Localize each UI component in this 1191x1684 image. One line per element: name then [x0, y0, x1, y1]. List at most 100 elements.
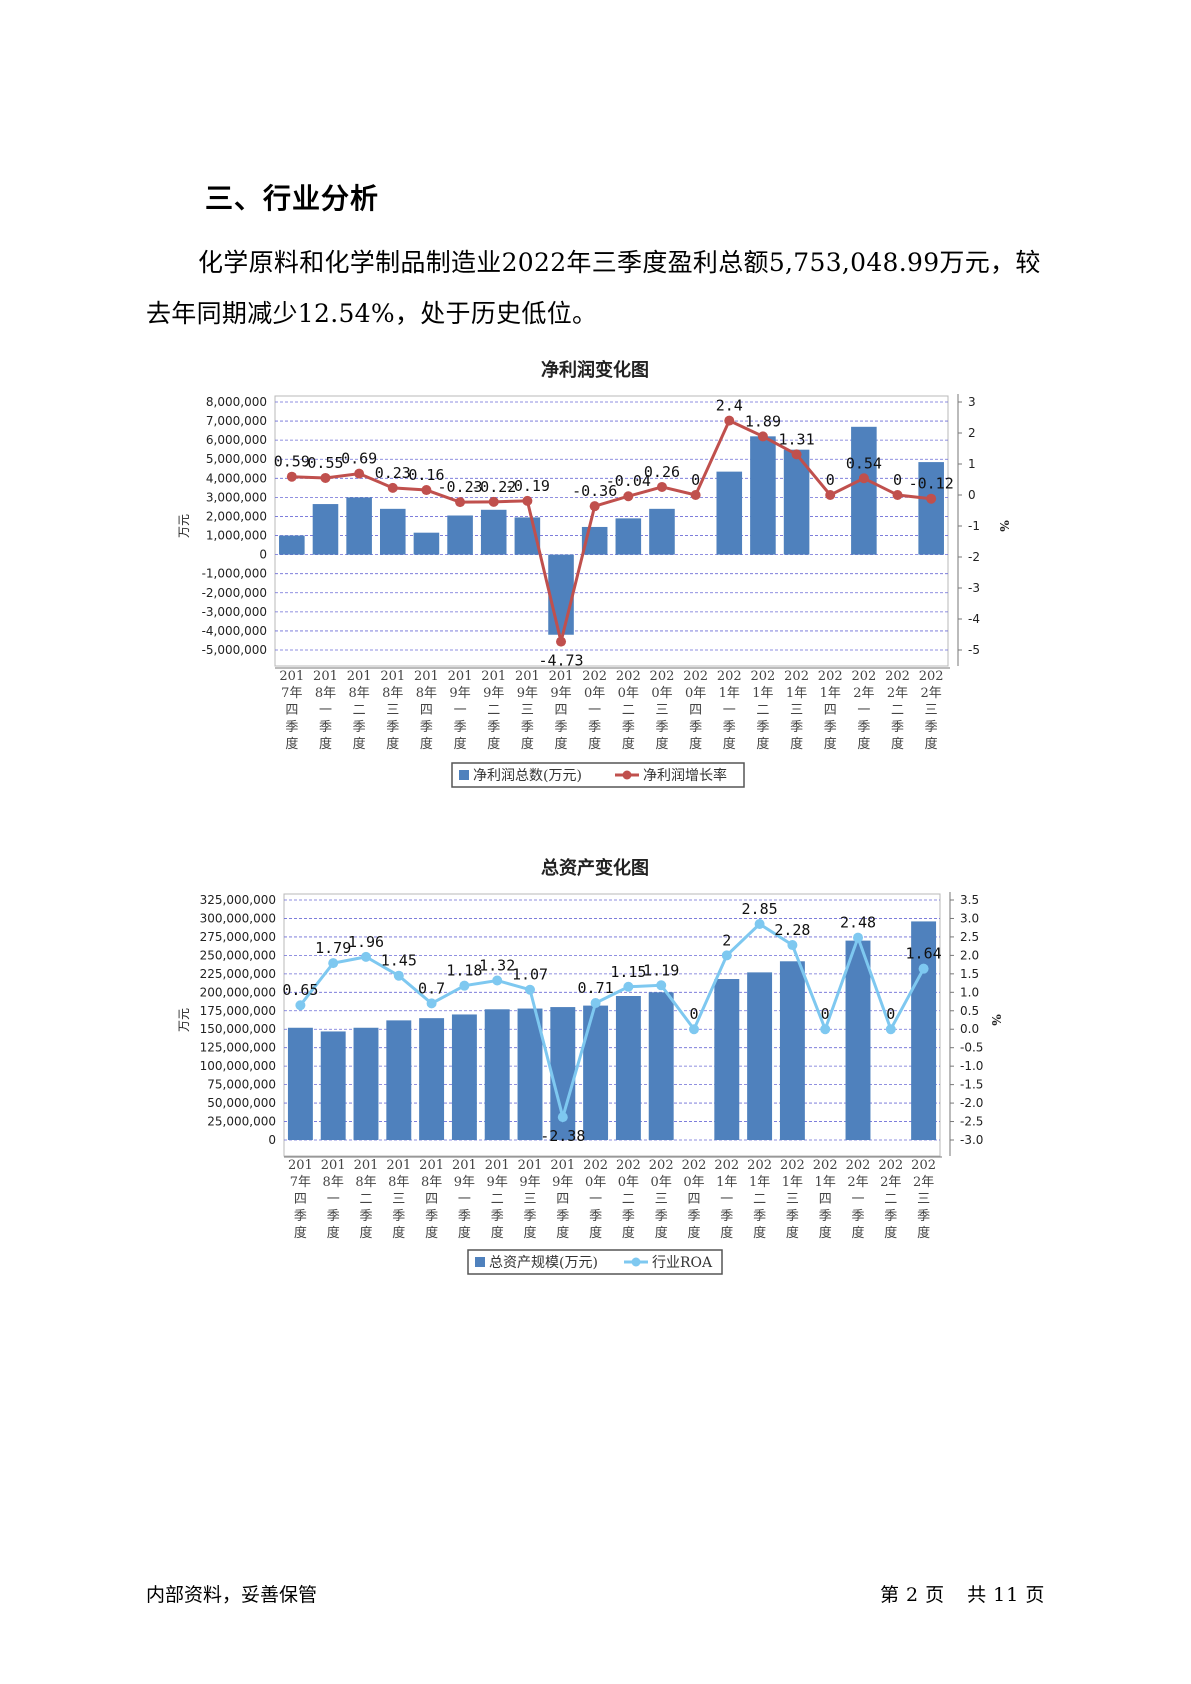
net-profit-x-tick: 0年 — [651, 686, 672, 701]
total-assets-x-tick: 度 — [327, 1225, 340, 1241]
net-profit-x-tick: 季 — [588, 720, 601, 735]
net-profit-x-tick: 季 — [857, 720, 870, 735]
total-assets-x-tick: 202 — [682, 1158, 707, 1173]
net-profit-y2-tick: 3 — [968, 395, 976, 409]
total-assets-x-tick: 202 — [846, 1158, 871, 1173]
total-assets-x-tick: 季 — [851, 1209, 864, 1224]
net-profit-y-tick: -1,000,000 — [202, 567, 267, 581]
net-profit-x-tick: 度 — [790, 736, 803, 752]
net-profit-x-tick: 0年 — [685, 686, 706, 701]
total-assets-x-tick: 季 — [720, 1209, 733, 1224]
net-profit-x-tick: 四 — [689, 703, 702, 718]
total-assets-x-tick: 季 — [687, 1209, 700, 1224]
net-profit-y-tick: 6,000,000 — [206, 433, 267, 447]
net-profit-x-tick: 201 — [481, 669, 506, 684]
net-profit-bar — [346, 497, 372, 555]
net-profit-y2-tick: -5 — [968, 643, 980, 657]
total-assets-y2-tick: 0.5 — [960, 1004, 979, 1018]
net-profit-bar — [279, 535, 305, 555]
total-assets-y2-tick: 1.0 — [960, 985, 979, 999]
net-profit-point — [757, 431, 768, 442]
net-profit-chart-svg: 净利润变化图 8,000,000 7,000,000 6,000,000 5,000,0… — [177, 359, 1011, 788]
total-assets-x-tick: 四 — [425, 1192, 438, 1207]
total-assets-point — [623, 981, 634, 992]
net-profit-bar — [615, 518, 642, 555]
total-assets-x-tick: 度 — [622, 1225, 635, 1241]
total-assets-ylabel: 万元 — [177, 1008, 191, 1032]
total-assets-y-tick: 75,000,000 — [207, 1078, 276, 1092]
total-assets-bar — [615, 996, 641, 1140]
total-assets-point — [754, 919, 765, 929]
total-assets-x-tick: 季 — [392, 1209, 405, 1224]
net-profit-x-tick: 三 — [386, 703, 399, 718]
net-profit-x-tick: 201 — [380, 669, 405, 684]
net-profit-x-tick: 三 — [925, 703, 938, 718]
total-assets-x-tick: 1年 — [782, 1175, 803, 1190]
total-assets-legend-label-line: 行业ROA — [652, 1255, 713, 1271]
net-profit-x-tick: 季 — [790, 720, 803, 735]
total-assets-y2-tick: 3.5 — [960, 893, 979, 907]
net-profit-x-tick: 201 — [279, 669, 304, 684]
total-assets-data-label: -2.38 — [540, 1127, 585, 1145]
total-assets-x-tick: 201 — [485, 1158, 510, 1173]
total-assets-point — [656, 980, 667, 991]
total-assets-x-tick: 三 — [523, 1192, 536, 1207]
total-assets-y2label: % — [989, 1014, 1003, 1026]
net-profit-y-tick: -3,000,000 — [202, 605, 267, 619]
net-profit-x-tick: 201 — [414, 669, 439, 684]
total-assets-bar — [386, 1020, 412, 1140]
total-assets-point — [689, 1024, 699, 1035]
total-assets-y2-tick: 2.5 — [960, 930, 979, 944]
net-profit-x-tick: 8年 — [382, 686, 403, 701]
total-assets-x-tick: 二 — [884, 1192, 897, 1207]
net-profit-bar — [480, 509, 507, 555]
net-profit-x-tick: 二 — [353, 703, 366, 718]
total-assets-x-tick: 8年 — [323, 1175, 344, 1190]
net-profit-x-tick: 201 — [347, 669, 372, 684]
total-assets-x-tick: 0年 — [585, 1175, 606, 1190]
net-profit-x-tick: 度 — [925, 736, 938, 752]
net-profit-x-tick: 度 — [622, 736, 635, 752]
net-profit-x-tick: 9年 — [483, 686, 504, 701]
total-assets-bar — [911, 921, 937, 1140]
total-assets-data-label: 1.32 — [479, 956, 515, 974]
total-assets-x-tick: 202 — [616, 1158, 641, 1173]
total-assets-x-tick: 9年 — [454, 1175, 475, 1190]
net-profit-x-tick: 202 — [717, 669, 742, 684]
summary-text: 化学原料和化学制品制造业2022年三季度盈利总额5,753,048.99万元，较… — [146, 248, 1041, 328]
net-profit-x-tick: 季 — [891, 720, 904, 735]
total-assets-point — [853, 932, 863, 943]
total-assets-data-label: 0.65 — [282, 981, 318, 999]
total-assets-x-tick: 1年 — [815, 1175, 836, 1190]
net-profit-x-tick: 季 — [756, 720, 769, 735]
total-assets-data-label: 1.79 — [315, 939, 351, 957]
total-assets-x-tick: 2年 — [913, 1175, 934, 1190]
total-assets-point — [787, 940, 798, 951]
total-assets-y-tick: 0 — [268, 1133, 276, 1147]
net-profit-point — [791, 449, 802, 460]
total-assets-x-tick: 季 — [556, 1209, 569, 1224]
net-profit-x-tick: 201 — [448, 669, 473, 684]
total-assets-bar — [419, 1018, 445, 1140]
total-assets-point — [492, 975, 503, 986]
total-assets-x-tick: 0年 — [683, 1175, 704, 1190]
total-assets-data-label: 1.07 — [512, 966, 548, 984]
total-assets-y2-tick: -1.0 — [960, 1059, 983, 1073]
total-assets-y-tick: 125,000,000 — [200, 1041, 276, 1055]
net-profit-bar — [649, 508, 675, 555]
total-assets-x-tick: 1年 — [716, 1175, 737, 1190]
net-profit-data-label: -0.19 — [505, 477, 550, 495]
total-assets-data-label: 1.45 — [381, 952, 417, 970]
net-profit-y-tick: 0 — [259, 548, 267, 562]
total-assets-x-tick: 202 — [649, 1158, 674, 1173]
total-assets-data-label: 1.19 — [643, 961, 679, 979]
total-assets-x-tick: 201 — [550, 1158, 575, 1173]
net-profit-x-tick: 季 — [925, 720, 938, 735]
net-profit-y2-tick: 0 — [968, 488, 976, 502]
total-assets-x-tick: 季 — [491, 1209, 504, 1224]
total-assets-x-tick: 202 — [878, 1158, 903, 1173]
total-assets-y2-tick: 0.0 — [960, 1022, 979, 1036]
net-profit-point — [589, 501, 600, 512]
net-profit-x-tick: 二 — [756, 703, 769, 718]
total-assets-x-tick: 201 — [518, 1158, 543, 1173]
